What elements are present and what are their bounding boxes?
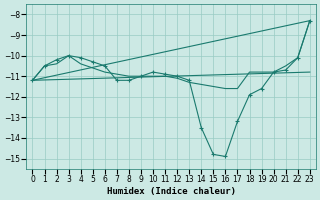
X-axis label: Humidex (Indice chaleur): Humidex (Indice chaleur) [107,187,236,196]
